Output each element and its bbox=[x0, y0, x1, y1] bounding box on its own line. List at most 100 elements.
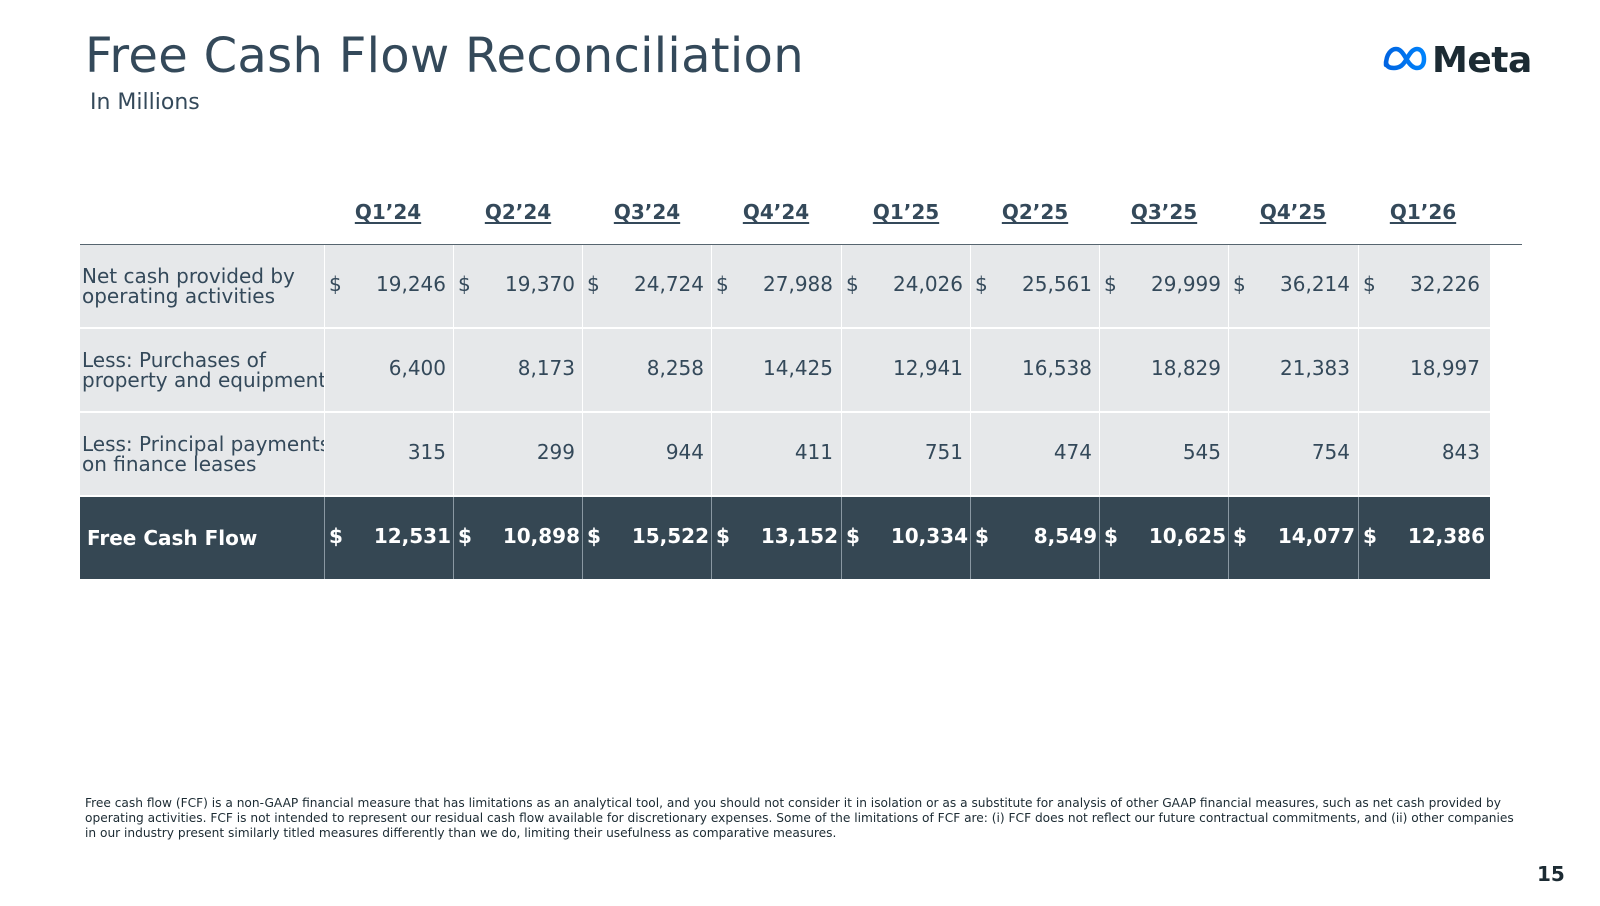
table-header-row: Q1’24 Q2’24 Q3’24 Q4’24 Q1’25 Q2’25 Q3’2… bbox=[80, 192, 1522, 245]
row-label: Less: Principal payments on finance leas… bbox=[82, 432, 331, 476]
cell-value: 29,999 bbox=[1151, 272, 1221, 296]
total-value-cell: $10,334 bbox=[841, 497, 973, 579]
currency-symbol: $ bbox=[329, 524, 343, 548]
total-row: Free Cash Flow $12,531 $10,898 $15,522 $… bbox=[80, 497, 1522, 581]
value-cell: 8,258 bbox=[582, 329, 714, 411]
value-cell: 411 bbox=[711, 413, 843, 495]
cell-value: 21,383 bbox=[1280, 356, 1350, 380]
total-value: 13,152 bbox=[760, 524, 838, 548]
cell-value: 299 bbox=[536, 440, 575, 464]
value-cell: 14,425 bbox=[711, 329, 843, 411]
total-value-cell: $10,898 bbox=[453, 497, 585, 579]
meta-infinity-icon bbox=[1382, 45, 1428, 76]
page-subtitle: In Millions bbox=[90, 90, 200, 115]
currency-symbol: $ bbox=[1233, 272, 1246, 296]
cell-value: 24,724 bbox=[634, 272, 704, 296]
row-label: Net cash provided by operating activitie… bbox=[82, 264, 295, 308]
value-cell: 299 bbox=[453, 413, 585, 495]
cell-value: 19,370 bbox=[505, 272, 575, 296]
total-value-cell: $10,625 bbox=[1099, 497, 1231, 579]
row-label-cell: Less: Purchases of property and equipmen… bbox=[80, 329, 332, 411]
cell-value: 36,214 bbox=[1280, 272, 1350, 296]
value-cell: 944 bbox=[582, 413, 714, 495]
value-cell: $24,724 bbox=[582, 245, 714, 327]
column-header: Q3’24 bbox=[613, 200, 681, 224]
cell-value: 754 bbox=[1311, 440, 1350, 464]
currency-symbol: $ bbox=[587, 524, 601, 548]
cell-value: 27,988 bbox=[763, 272, 833, 296]
cell-value: 8,173 bbox=[517, 356, 575, 380]
column-header: Q1’26 bbox=[1389, 200, 1457, 224]
total-value: 12,386 bbox=[1407, 524, 1485, 548]
currency-symbol: $ bbox=[1104, 524, 1118, 548]
currency-symbol: $ bbox=[975, 272, 988, 296]
currency-symbol: $ bbox=[716, 272, 729, 296]
value-cell: 843 bbox=[1358, 413, 1490, 495]
total-value: 14,077 bbox=[1277, 524, 1355, 548]
table-row: Less: Principal payments on finance leas… bbox=[80, 413, 1522, 497]
currency-symbol: $ bbox=[975, 524, 989, 548]
total-value: 15,522 bbox=[631, 524, 709, 548]
total-value-cell: $13,152 bbox=[711, 497, 843, 579]
fcf-table: Q1’24 Q2’24 Q3’24 Q4’24 Q1’25 Q2’25 Q3’2… bbox=[80, 192, 1522, 581]
value-cell: 474 bbox=[970, 413, 1102, 495]
total-value: 10,898 bbox=[502, 524, 580, 548]
value-cell: $19,246 bbox=[324, 245, 456, 327]
currency-symbol: $ bbox=[587, 272, 600, 296]
total-value: 10,334 bbox=[890, 524, 968, 548]
currency-symbol: $ bbox=[716, 524, 730, 548]
cell-value: 32,226 bbox=[1410, 272, 1480, 296]
currency-symbol: $ bbox=[1363, 524, 1377, 548]
cell-value: 843 bbox=[1441, 440, 1480, 464]
total-value-cell: $15,522 bbox=[582, 497, 714, 579]
total-label-cell: Free Cash Flow bbox=[80, 497, 332, 579]
total-value-cell: $12,531 bbox=[324, 497, 456, 579]
value-cell: 8,173 bbox=[453, 329, 585, 411]
page-title: Free Cash Flow Reconciliation bbox=[85, 28, 804, 84]
column-header: Q3’25 bbox=[1130, 200, 1198, 224]
meta-logo-text: Meta bbox=[1432, 40, 1532, 81]
total-value: 12,531 bbox=[373, 524, 451, 548]
row-label-cell: Less: Principal payments on finance leas… bbox=[80, 413, 332, 495]
value-cell: $36,214 bbox=[1228, 245, 1360, 327]
row-label: Less: Purchases of property and equipmen… bbox=[82, 348, 327, 392]
currency-symbol: $ bbox=[458, 524, 472, 548]
value-cell: 754 bbox=[1228, 413, 1360, 495]
total-value: 10,625 bbox=[1148, 524, 1226, 548]
currency-symbol: $ bbox=[329, 272, 342, 296]
cell-value: 944 bbox=[665, 440, 704, 464]
value-cell: $19,370 bbox=[453, 245, 585, 327]
currency-symbol: $ bbox=[458, 272, 471, 296]
cell-value: 8,258 bbox=[646, 356, 704, 380]
value-cell: 751 bbox=[841, 413, 973, 495]
cell-value: 16,538 bbox=[1022, 356, 1092, 380]
total-label: Free Cash Flow bbox=[87, 526, 258, 550]
cell-value: 545 bbox=[1182, 440, 1221, 464]
value-cell: 315 bbox=[324, 413, 456, 495]
column-header: Q4’24 bbox=[742, 200, 810, 224]
cell-value: 411 bbox=[794, 440, 833, 464]
value-cell: 545 bbox=[1099, 413, 1231, 495]
cell-value: 474 bbox=[1053, 440, 1092, 464]
value-cell: 16,538 bbox=[970, 329, 1102, 411]
cell-value: 6,400 bbox=[388, 356, 446, 380]
cell-value: 751 bbox=[924, 440, 963, 464]
value-cell: 21,383 bbox=[1228, 329, 1360, 411]
value-cell: $32,226 bbox=[1358, 245, 1490, 327]
currency-symbol: $ bbox=[1233, 524, 1247, 548]
value-cell: 12,941 bbox=[841, 329, 973, 411]
currency-symbol: $ bbox=[1363, 272, 1376, 296]
column-header: Q2’24 bbox=[484, 200, 552, 224]
cell-value: 315 bbox=[407, 440, 446, 464]
total-value-cell: $14,077 bbox=[1228, 497, 1360, 579]
table-row: Net cash provided by operating activitie… bbox=[80, 245, 1522, 329]
column-header: Q1’25 bbox=[872, 200, 940, 224]
value-cell: $29,999 bbox=[1099, 245, 1231, 327]
column-header: Q2’25 bbox=[1001, 200, 1069, 224]
value-cell: $27,988 bbox=[711, 245, 843, 327]
cell-value: 25,561 bbox=[1022, 272, 1092, 296]
currency-symbol: $ bbox=[846, 272, 859, 296]
cell-value: 12,941 bbox=[893, 356, 963, 380]
cell-value: 18,997 bbox=[1410, 356, 1480, 380]
table-row: Less: Purchases of property and equipmen… bbox=[80, 329, 1522, 413]
